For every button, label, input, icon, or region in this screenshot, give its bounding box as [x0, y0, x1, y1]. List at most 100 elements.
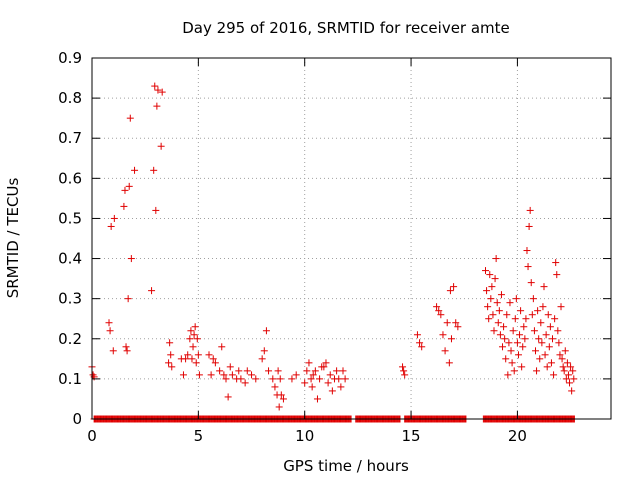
data-point — [226, 363, 234, 371]
data-point — [569, 367, 577, 375]
data-point — [218, 343, 226, 351]
data-point — [562, 375, 570, 383]
data-point — [541, 351, 549, 359]
data-point — [555, 339, 563, 347]
data-point — [157, 142, 165, 150]
data-point — [553, 271, 561, 279]
data-point — [243, 367, 251, 375]
data-point — [508, 359, 516, 367]
x-tick-label: 10 — [295, 427, 314, 445]
data-point — [506, 299, 514, 307]
data-point — [528, 311, 536, 319]
data-point — [546, 323, 554, 331]
plot-frame — [91, 57, 612, 420]
data-point — [166, 339, 174, 347]
data-point — [109, 347, 117, 355]
x-tick-label: 15 — [402, 427, 421, 445]
data-point — [288, 375, 296, 383]
data-point — [313, 395, 321, 403]
data-point — [131, 166, 139, 174]
data-point — [309, 371, 317, 379]
data-point — [493, 299, 501, 307]
y-tick-label: 0.3 — [58, 290, 82, 308]
data-point — [311, 367, 319, 375]
data-point — [328, 387, 336, 395]
data-point — [262, 327, 270, 335]
data-point — [570, 375, 578, 383]
data-point — [416, 339, 424, 347]
data-point — [179, 371, 187, 379]
data-point — [492, 255, 500, 263]
data-point — [418, 343, 426, 351]
data-point — [241, 379, 249, 387]
data-point — [447, 335, 455, 343]
data-point — [274, 367, 282, 375]
data-point — [123, 347, 131, 355]
chart-title: Day 295 of 2016, SRMTID for receiver amt… — [182, 19, 510, 37]
data-point — [486, 271, 494, 279]
data-point — [124, 295, 132, 303]
data-point — [525, 222, 533, 230]
data-point — [320, 363, 328, 371]
data-point — [533, 367, 541, 375]
data-point — [539, 303, 547, 311]
data-point — [105, 319, 113, 327]
data-point — [205, 351, 213, 359]
data-point — [260, 347, 268, 355]
data-point — [511, 315, 519, 323]
data-point — [188, 355, 196, 363]
data-point — [269, 375, 277, 383]
data-point — [220, 371, 228, 379]
data-point — [399, 363, 407, 371]
data-point — [121, 186, 129, 194]
data-point — [258, 355, 266, 363]
data-point — [505, 339, 513, 347]
data-point — [148, 287, 156, 295]
data-point — [530, 327, 538, 335]
data-point — [441, 347, 449, 355]
data-point — [549, 335, 557, 343]
data-point — [207, 371, 215, 379]
data-point — [521, 335, 529, 343]
data-point — [518, 363, 526, 371]
data-point — [513, 339, 521, 347]
data-point — [443, 319, 451, 327]
data-point — [545, 343, 553, 351]
data-point — [154, 86, 162, 94]
data-point — [529, 295, 537, 303]
data-point — [106, 327, 114, 335]
data-point — [524, 263, 532, 271]
data-point — [494, 319, 502, 327]
data-point — [168, 363, 176, 371]
data-point — [556, 351, 564, 359]
data-point — [192, 359, 200, 367]
data-point — [439, 331, 447, 339]
data-point — [110, 214, 118, 222]
data-point — [324, 379, 332, 387]
data-point — [150, 166, 158, 174]
data-point — [216, 367, 224, 375]
data-point — [433, 303, 441, 311]
data-point — [500, 323, 508, 331]
data-point — [120, 202, 128, 210]
data-point — [184, 351, 192, 359]
data-point — [182, 355, 190, 363]
data-point — [167, 351, 175, 359]
data-point — [564, 371, 572, 379]
data-point — [158, 88, 166, 96]
data-point — [487, 295, 495, 303]
data-point — [271, 383, 279, 391]
data-point — [537, 319, 545, 327]
data-point — [153, 102, 161, 110]
y-tick-label: 0.4 — [58, 250, 82, 268]
data-point — [523, 247, 531, 255]
data-point — [510, 367, 518, 375]
x-axis-label: GPS time / hours — [283, 457, 409, 475]
data-point — [522, 315, 530, 323]
y-tick-label: 0.1 — [58, 370, 82, 388]
data-point — [544, 311, 552, 319]
data-point — [543, 363, 551, 371]
data-point — [497, 291, 505, 299]
data-point — [275, 403, 283, 411]
